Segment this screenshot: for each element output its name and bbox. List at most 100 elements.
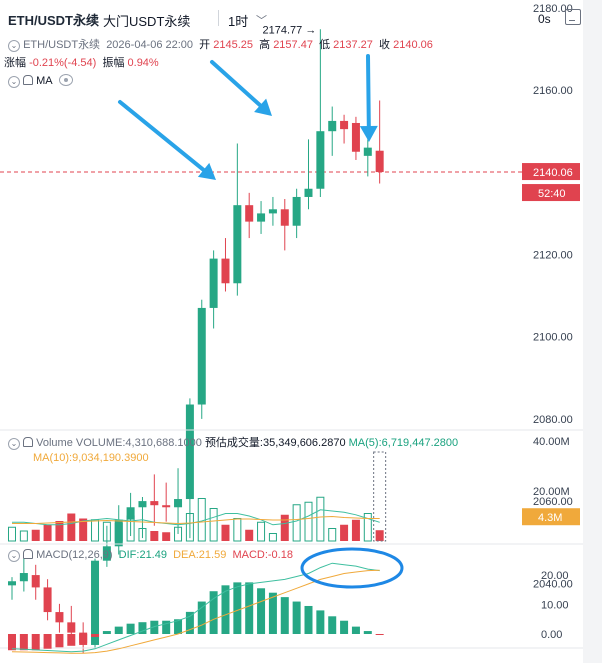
ohlc-datetime: 2026-04-06 22:00 bbox=[106, 39, 194, 51]
ma-row: ⌄ MA bbox=[8, 72, 73, 88]
macd-histogram-bar bbox=[268, 592, 277, 634]
candle-body bbox=[174, 499, 183, 508]
macd-tick-label: 10.00 bbox=[541, 600, 569, 612]
macd-histogram-bar bbox=[197, 601, 206, 634]
ma-label: MA bbox=[36, 75, 53, 87]
macd-histogram-bar bbox=[245, 582, 254, 634]
low-label: 低 bbox=[319, 39, 331, 51]
macd-histogram-bar bbox=[138, 622, 147, 634]
annotation-arrow-head bbox=[254, 98, 272, 116]
collapse-ma-icon[interactable]: ⌄ bbox=[8, 76, 20, 88]
price-tick-label: 2060.00 bbox=[533, 496, 573, 508]
volume-bar bbox=[91, 519, 100, 542]
macd-histogram-bar bbox=[43, 634, 52, 649]
candle-body bbox=[351, 122, 360, 152]
macd-histogram-bar bbox=[351, 626, 360, 634]
bell-icon[interactable] bbox=[23, 75, 34, 85]
right-side-strip bbox=[583, 0, 602, 663]
candle-body bbox=[257, 213, 266, 222]
bell-icon[interactable] bbox=[23, 549, 34, 559]
volume-bar bbox=[43, 524, 52, 541]
ohlc-symbol: ETH/USDT永续 bbox=[23, 39, 101, 51]
macd-dea: DEA:21.59 bbox=[173, 549, 227, 561]
volume-bar bbox=[316, 496, 325, 542]
candle-body bbox=[375, 150, 384, 173]
macd-histogram-bar bbox=[375, 634, 384, 635]
macd-histogram-bar bbox=[102, 631, 111, 634]
high-value: 2157.47 bbox=[273, 39, 313, 51]
macd-histogram-bar bbox=[67, 634, 76, 646]
macd-histogram-bar bbox=[79, 634, 88, 643]
annotation-arrow-shaft bbox=[118, 100, 206, 172]
macd-histogram-bar bbox=[150, 620, 159, 634]
macd-dea-line bbox=[11, 569, 380, 654]
bell-icon[interactable] bbox=[23, 437, 34, 447]
price-tick-label: 2120.00 bbox=[533, 250, 573, 262]
macd-histogram-bar bbox=[55, 634, 64, 648]
macd-histogram-bar bbox=[185, 611, 194, 634]
candle-body bbox=[340, 120, 349, 130]
ohlc-row: ⌄ ETH/USDT永续 2026-04-06 22:00 开 2145.25 … bbox=[8, 36, 433, 52]
contract-subtitle[interactable]: 大门USDT永续 bbox=[103, 14, 191, 29]
volume-bar bbox=[174, 526, 183, 542]
candle-body bbox=[19, 573, 28, 582]
volume-bar bbox=[162, 532, 171, 541]
macd-histogram-bar bbox=[162, 620, 171, 634]
macd-histogram-bar bbox=[221, 585, 230, 634]
interval-selector[interactable]: 1时 bbox=[228, 14, 249, 29]
price-tick-label: 2160.00 bbox=[533, 85, 573, 97]
volume-bar bbox=[363, 513, 372, 542]
volume-current-badge bbox=[522, 508, 580, 526]
volume-bar bbox=[19, 530, 28, 542]
volume-bar bbox=[268, 533, 277, 542]
vol-ma10: MA(10):9,034,190.3900 bbox=[33, 452, 149, 464]
volume-bar bbox=[185, 513, 194, 542]
collapse-volume-icon[interactable]: ⌄ bbox=[8, 438, 20, 450]
change-value: -0.21%(-4.54) bbox=[29, 57, 97, 69]
fullscreen-icon[interactable] bbox=[565, 9, 581, 25]
volume-bar bbox=[138, 528, 147, 542]
candle-body bbox=[221, 258, 230, 284]
change-row: 涨幅 -0.21%(-4.54) 振幅 0.94% bbox=[4, 54, 159, 70]
high-price-annotation: 2174.77 → bbox=[263, 24, 317, 36]
macd-histogram-bar bbox=[91, 634, 100, 637]
volume-bar bbox=[257, 521, 266, 542]
annotation-ellipse bbox=[300, 547, 404, 589]
collapse-macd-icon[interactable]: ⌄ bbox=[8, 550, 20, 562]
macd-histogram-bar bbox=[316, 610, 325, 634]
collapse-icon[interactable]: ⌄ bbox=[8, 40, 20, 52]
macd-histogram-bar bbox=[114, 626, 123, 634]
macd-value: MACD:-0.18 bbox=[232, 549, 293, 561]
candle-body bbox=[280, 209, 289, 226]
macd-histogram-bar bbox=[280, 597, 289, 634]
macd-histogram-bar bbox=[304, 605, 313, 634]
candle-body bbox=[197, 307, 206, 405]
symbol-title[interactable]: ETH/USDT永续 bbox=[8, 13, 100, 28]
volume-bar bbox=[351, 519, 360, 541]
volume-value: VOLUME:4,310,688.1000 bbox=[75, 437, 202, 449]
volume-bar bbox=[8, 526, 16, 542]
macd-dif: DIF:21.49 bbox=[118, 549, 167, 561]
volume-tick-label: 20.00M bbox=[533, 486, 570, 498]
candle-body bbox=[126, 507, 135, 520]
volume-bar bbox=[67, 513, 76, 541]
volume-bar bbox=[304, 501, 313, 542]
candle-body bbox=[233, 205, 242, 284]
volume-bar bbox=[31, 529, 40, 541]
vol-ma5: MA(5):6,719,447.2800 bbox=[348, 437, 459, 449]
chevron-down-icon[interactable]: ﹀ bbox=[256, 15, 267, 27]
candle-body bbox=[268, 209, 277, 214]
price-tick-label: 2040.00 bbox=[533, 578, 573, 590]
macd-tick-label: 0.00 bbox=[541, 629, 562, 641]
volume-bar bbox=[114, 523, 123, 542]
volume-bar bbox=[221, 524, 230, 541]
eye-icon[interactable] bbox=[58, 74, 73, 86]
volume-ma10-row: MA(10):9,034,190.3900 bbox=[33, 452, 149, 464]
volume-bar bbox=[150, 531, 159, 541]
high-label: 高 bbox=[259, 39, 271, 51]
macd-histogram-bar bbox=[209, 591, 218, 634]
macd-histogram-bar bbox=[233, 582, 242, 634]
volume-ma10-line bbox=[12, 515, 380, 525]
candle-body bbox=[114, 519, 123, 547]
